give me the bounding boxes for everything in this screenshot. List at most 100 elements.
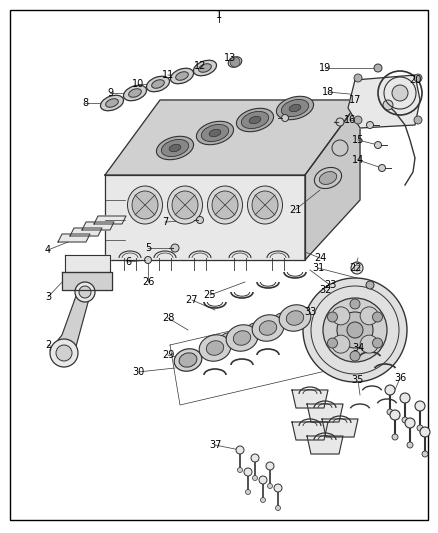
Ellipse shape <box>249 116 261 124</box>
Ellipse shape <box>196 122 233 144</box>
Text: 35: 35 <box>352 375 364 385</box>
Circle shape <box>405 418 415 428</box>
Circle shape <box>414 74 422 82</box>
Text: 7: 7 <box>162 217 168 227</box>
Ellipse shape <box>106 99 118 107</box>
Circle shape <box>145 256 152 263</box>
Polygon shape <box>105 100 360 175</box>
Ellipse shape <box>314 167 342 189</box>
Circle shape <box>336 118 344 126</box>
Ellipse shape <box>241 111 268 128</box>
Ellipse shape <box>167 186 202 224</box>
Text: 15: 15 <box>352 135 364 145</box>
Circle shape <box>252 475 258 481</box>
Circle shape <box>79 286 91 298</box>
Text: 33: 33 <box>304 307 316 317</box>
Polygon shape <box>292 422 328 440</box>
Circle shape <box>372 312 382 322</box>
Ellipse shape <box>226 325 258 351</box>
Circle shape <box>392 85 408 101</box>
Text: 10: 10 <box>132 79 144 89</box>
Circle shape <box>276 505 280 511</box>
Circle shape <box>392 434 398 440</box>
Text: 28: 28 <box>162 313 174 323</box>
Ellipse shape <box>146 76 170 92</box>
Polygon shape <box>305 100 360 260</box>
Ellipse shape <box>206 341 224 356</box>
Circle shape <box>415 401 425 411</box>
Ellipse shape <box>100 95 124 111</box>
Ellipse shape <box>247 186 283 224</box>
Ellipse shape <box>279 305 311 331</box>
Text: 25: 25 <box>204 290 216 300</box>
Text: 34: 34 <box>352 343 364 353</box>
Circle shape <box>282 115 289 122</box>
Text: 29: 29 <box>162 350 174 360</box>
Ellipse shape <box>129 88 141 97</box>
Text: 13: 13 <box>224 53 236 63</box>
Circle shape <box>237 467 243 472</box>
Text: 5: 5 <box>145 243 151 253</box>
Circle shape <box>360 307 378 325</box>
Text: 2: 2 <box>45 340 51 350</box>
Circle shape <box>332 307 350 325</box>
Ellipse shape <box>289 104 301 112</box>
Text: 36: 36 <box>394 373 406 383</box>
Circle shape <box>197 216 204 223</box>
Circle shape <box>50 339 78 367</box>
Circle shape <box>251 454 259 462</box>
Text: 8: 8 <box>82 98 88 108</box>
Text: 14: 14 <box>352 155 364 165</box>
Circle shape <box>378 165 385 172</box>
Ellipse shape <box>208 186 243 224</box>
Text: 16: 16 <box>344 115 356 125</box>
Ellipse shape <box>233 331 251 345</box>
Circle shape <box>417 425 423 431</box>
Ellipse shape <box>281 100 309 117</box>
Polygon shape <box>292 390 328 408</box>
Circle shape <box>328 338 338 348</box>
Polygon shape <box>307 404 343 422</box>
Circle shape <box>171 244 179 252</box>
Polygon shape <box>94 216 126 224</box>
Ellipse shape <box>174 349 202 371</box>
Ellipse shape <box>194 60 216 76</box>
Circle shape <box>360 335 378 353</box>
Text: 32: 32 <box>319 285 331 295</box>
Ellipse shape <box>176 72 188 80</box>
Circle shape <box>244 468 252 476</box>
Polygon shape <box>105 175 305 260</box>
Polygon shape <box>348 75 420 128</box>
Circle shape <box>261 497 265 503</box>
Circle shape <box>303 278 407 382</box>
Circle shape <box>383 100 393 110</box>
Polygon shape <box>82 222 114 230</box>
Circle shape <box>351 262 363 274</box>
Ellipse shape <box>124 85 147 101</box>
Circle shape <box>268 483 272 489</box>
Polygon shape <box>70 228 102 236</box>
Ellipse shape <box>246 323 264 337</box>
Circle shape <box>332 140 348 156</box>
Circle shape <box>366 281 374 289</box>
Text: 26: 26 <box>142 277 154 287</box>
Text: 27: 27 <box>186 295 198 305</box>
Text: 6: 6 <box>125 257 131 267</box>
Ellipse shape <box>199 335 231 361</box>
Ellipse shape <box>152 80 164 88</box>
Text: 31: 31 <box>312 263 324 273</box>
Ellipse shape <box>201 125 229 142</box>
Circle shape <box>400 393 410 403</box>
Ellipse shape <box>209 130 221 137</box>
Ellipse shape <box>132 191 158 219</box>
Ellipse shape <box>161 140 189 157</box>
Polygon shape <box>62 272 112 290</box>
Ellipse shape <box>156 136 194 160</box>
Ellipse shape <box>228 56 242 67</box>
Polygon shape <box>322 419 358 437</box>
Text: 21: 21 <box>289 205 301 215</box>
Text: 23: 23 <box>324 280 336 290</box>
Circle shape <box>328 312 338 322</box>
Circle shape <box>230 57 240 67</box>
Polygon shape <box>50 285 90 360</box>
